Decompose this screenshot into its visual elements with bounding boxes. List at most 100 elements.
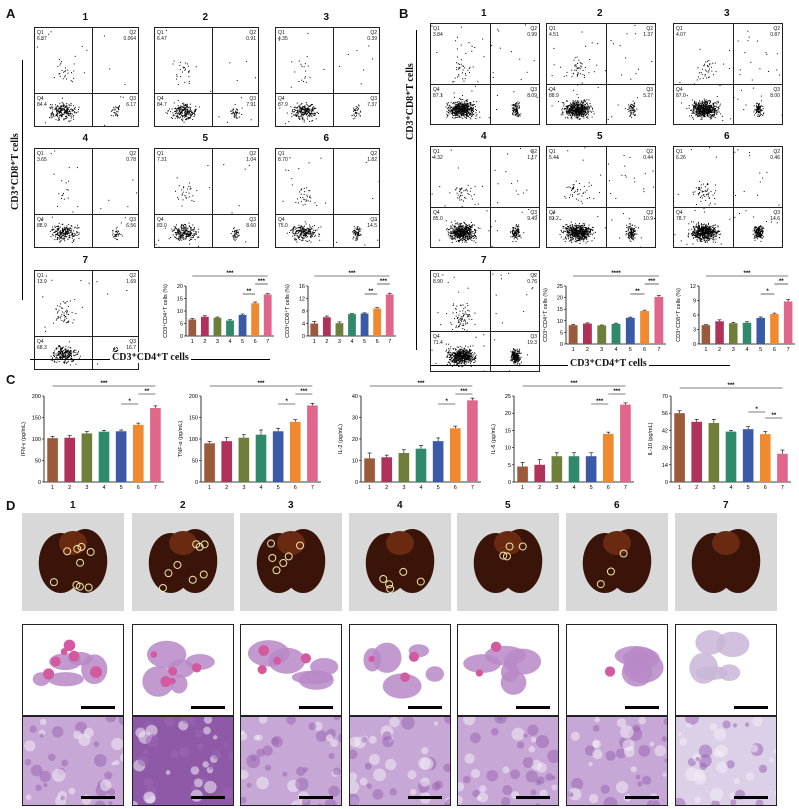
quadrant-q4-label: Q4 87.0 [676, 87, 686, 99]
significance-stars: * [286, 399, 289, 405]
quadrant-q3-label: Q3 8.60 [246, 217, 256, 229]
bar [81, 433, 93, 482]
x-tick-label: 5 [759, 347, 762, 353]
bar [150, 408, 161, 482]
quadrant-percent: 0.91 [246, 36, 256, 42]
quadrant-percent: 84.7 [157, 101, 167, 108]
significance-stars: *** [613, 389, 621, 395]
quadrant-percent: 0.44 [643, 155, 653, 161]
he-section-high-mag [132, 716, 234, 806]
lung-photo [132, 513, 234, 611]
x-tick-label: 7 [471, 485, 474, 491]
quadrant-horizontal-gate [431, 331, 539, 332]
y-tick-label: 50 [192, 459, 198, 465]
bar [204, 443, 215, 482]
bar [221, 441, 233, 482]
quadrant-vertical-gate [490, 147, 492, 247]
y-axis-label: CD3⁺CD8⁺T cells (%) [675, 288, 682, 342]
quadrant-name: Q1 [549, 26, 556, 32]
x-tick-label: 1 [51, 485, 54, 491]
bar [729, 323, 738, 344]
bar [364, 458, 375, 482]
panel-letter-b: B [399, 6, 409, 21]
significance-stars: * [766, 289, 769, 295]
quadrant-vertical-gate [606, 24, 608, 124]
scatter-dots [431, 272, 536, 371]
quadrant-q1-label: Q1 6.26 [676, 149, 686, 161]
quadrant-name: Q2 [773, 26, 780, 32]
y-tick-label: 3 [693, 328, 696, 334]
bar [64, 437, 76, 482]
he-section-high-mag [240, 716, 342, 806]
bar [132, 424, 144, 482]
x-tick-label: 7 [624, 485, 627, 491]
y-tick-label: 100 [189, 437, 198, 443]
scatter-dots [36, 31, 126, 126]
quadrant-percent: 84.4 [37, 101, 47, 108]
quadrant-name: Q2 [129, 30, 136, 36]
y-tick-label: 12 [690, 284, 696, 290]
quadrant-percent: 6.47 [157, 36, 167, 42]
quadrant-name: Q1 [549, 149, 556, 155]
quadrant-q1-label: Q1 4.07 [676, 26, 686, 38]
quadrant-name: Q4 [278, 95, 285, 102]
quadrant-name: Q2 [249, 30, 256, 36]
x-tick-label: 7 [266, 339, 269, 345]
bar [200, 316, 209, 336]
significance-stars: *** [727, 383, 735, 389]
y-axis-label: IL-6 (pg/mL) [491, 424, 497, 454]
quadrant-percent: 3.84 [433, 32, 443, 38]
panel-a-flow-plot: Q1 6.47 Q2 0.91 Q4 84.7 Q3 7.91 [154, 27, 259, 127]
quadrant-vertical-gate [91, 28, 93, 126]
bar [777, 453, 788, 482]
quadrant-vertical-gate [211, 28, 213, 126]
bar [783, 301, 793, 344]
significance-stars: *** [460, 389, 468, 395]
x-tick-label: 2 [538, 485, 541, 491]
quadrant-q1-label: Q1 7.31 [157, 151, 167, 163]
quadrant-name: Q3 [646, 210, 653, 216]
quadrant-percent: 1.04 [246, 157, 256, 163]
quadrant-name: Q1 [433, 273, 440, 279]
quadrant-vertical-gate [91, 271, 93, 369]
y-tick-label: 0 [508, 480, 511, 486]
quadrant-percent: 83.2 [549, 216, 559, 222]
scatter-dots [282, 157, 379, 246]
quadrant-percent: 78.7 [676, 216, 686, 222]
quadrant-name: Q3 [249, 216, 256, 223]
bar [238, 315, 247, 336]
quadrant-q4-label: Q4 68.3 [37, 339, 47, 351]
bar [534, 464, 546, 482]
quadrant-q3-label: Q3 6.17 [126, 96, 136, 108]
quadrant-percent: 6.87 [37, 36, 47, 42]
quadrant-name: Q3 [370, 216, 377, 223]
bar [255, 434, 267, 482]
scale-bar [625, 796, 659, 799]
bar [620, 404, 631, 482]
quadrant-q3-label: Q3 5.27 [643, 87, 653, 99]
quadrant-name: Q1 [676, 26, 683, 32]
lung-photo [22, 513, 124, 611]
bar [398, 452, 410, 482]
y-tick-label: 0 [693, 342, 696, 348]
panel-a-plot-number: 1 [82, 12, 89, 23]
quadrant-percent: 10.9 [643, 216, 653, 222]
x-tick-label: 1 [313, 339, 316, 345]
bar [289, 421, 301, 482]
x-tick-label: 3 [732, 347, 735, 353]
quadrant-q2-label: Q2 1.69 [126, 273, 136, 285]
y-tick-label: 150 [189, 416, 198, 422]
x-tick-label: 4 [350, 339, 353, 345]
y-tick-label: 28 [662, 446, 668, 452]
quadrant-percent: 3.65 [37, 157, 47, 163]
panel-b-y-axis-label: CD3⁺CD8⁺T cells [405, 63, 416, 140]
y-tick-label: 5 [560, 330, 563, 336]
quadrant-percent: 4.51 [549, 32, 559, 38]
quadrant-percent: 0.99 [527, 32, 537, 38]
x-tick-label: 1 [678, 485, 681, 491]
quadrant-vertical-gate [91, 149, 93, 247]
quadrant-percent: 7.91 [246, 101, 256, 108]
